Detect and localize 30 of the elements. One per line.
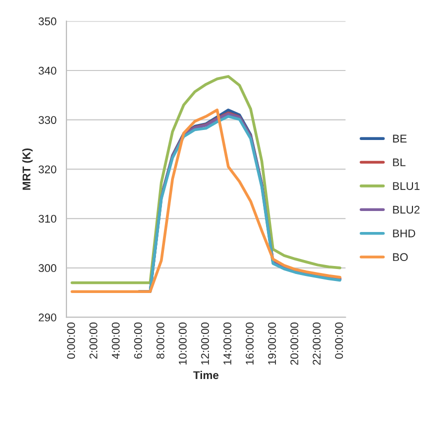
y-tick-label: 320 — [38, 165, 56, 174]
x-tick-label: 8:00:00 — [156, 322, 164, 359]
line-series — [70, 75, 342, 284]
legend-label: BO — [393, 253, 408, 262]
x-axis-title: Time — [193, 370, 218, 380]
y-tick-label: 350 — [38, 17, 56, 26]
legend-label: BL — [393, 158, 406, 166]
legend-label: BLU2 — [393, 206, 420, 214]
y-tick-label: 290 — [38, 314, 56, 322]
x-tick-label: 22:00:00 — [312, 322, 321, 365]
y-tick-label: 300 — [38, 264, 56, 272]
x-tick-label: 14:00:00 — [223, 322, 232, 365]
y-tick-label: 330 — [38, 116, 56, 124]
legend-label: BE — [393, 134, 407, 142]
x-tick-label: 0:00:00 — [335, 322, 343, 359]
y-tick-label: 310 — [38, 214, 56, 223]
x-tick-label: 19:00:00 — [268, 322, 276, 365]
x-tick-label: 0:00:00 — [67, 322, 76, 359]
x-tick-label: 4:00:00 — [112, 322, 120, 359]
x-tick-label: 6:00:00 — [134, 322, 142, 359]
y-tick-label: 340 — [38, 66, 56, 75]
x-tick-label: 20:00:00 — [290, 322, 298, 365]
line-series — [70, 108, 342, 293]
x-tick-label: 16:00:00 — [246, 322, 254, 365]
y-axis-title: MRT (K) — [22, 148, 33, 190]
x-tick-label: 2:00:00 — [89, 322, 98, 359]
legend-label: BHD — [393, 230, 416, 238]
x-tick-label: 12:00:00 — [201, 322, 209, 365]
legend-label: BLU1 — [393, 182, 420, 190]
x-tick-label: 10:00:00 — [178, 322, 187, 365]
